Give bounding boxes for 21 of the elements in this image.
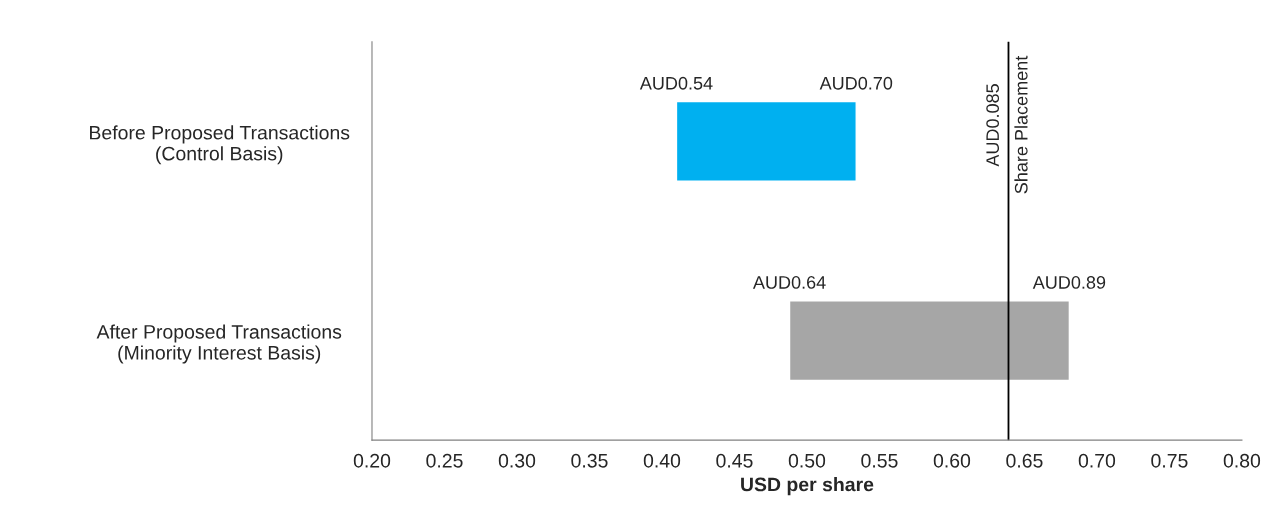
x-tick-label: 0.75 <box>1151 453 1188 468</box>
x-tick-label: 0.70 <box>1078 453 1116 468</box>
x-tick-label: 0.20 <box>353 453 391 468</box>
x-tick-label: 0.65 <box>1006 453 1043 468</box>
x-tick-label: 0.30 <box>498 453 536 468</box>
x-tick-label: 0.35 <box>571 453 608 468</box>
ref-line-label: AUD0.085 Share Placement <box>986 55 1028 194</box>
y-tick-label: Before Proposed Transactions (Control Basis) <box>90 125 350 165</box>
x-tick-label: 0.80 <box>1223 453 1261 468</box>
x-axis-title: USD per share <box>741 477 874 496</box>
x-tick-label: 0.25 <box>426 453 463 468</box>
x-tick-label: 0.50 <box>788 453 826 468</box>
annotation: AUD0.89 <box>1032 276 1106 289</box>
annotation: AUD0.64 <box>752 276 826 289</box>
x-tick-label: 0.55 <box>861 453 898 468</box>
annotation: AUD0.54 <box>639 76 713 90</box>
x-tick-label: 0.60 <box>933 453 971 468</box>
x-tick-label: 0.45 <box>716 453 753 468</box>
y-tick-label: After Proposed Transactions (Minority Interest Basis) <box>96 324 342 364</box>
annotation: AUD0.70 <box>819 76 893 90</box>
x-tick-label: 0.40 <box>643 453 681 468</box>
